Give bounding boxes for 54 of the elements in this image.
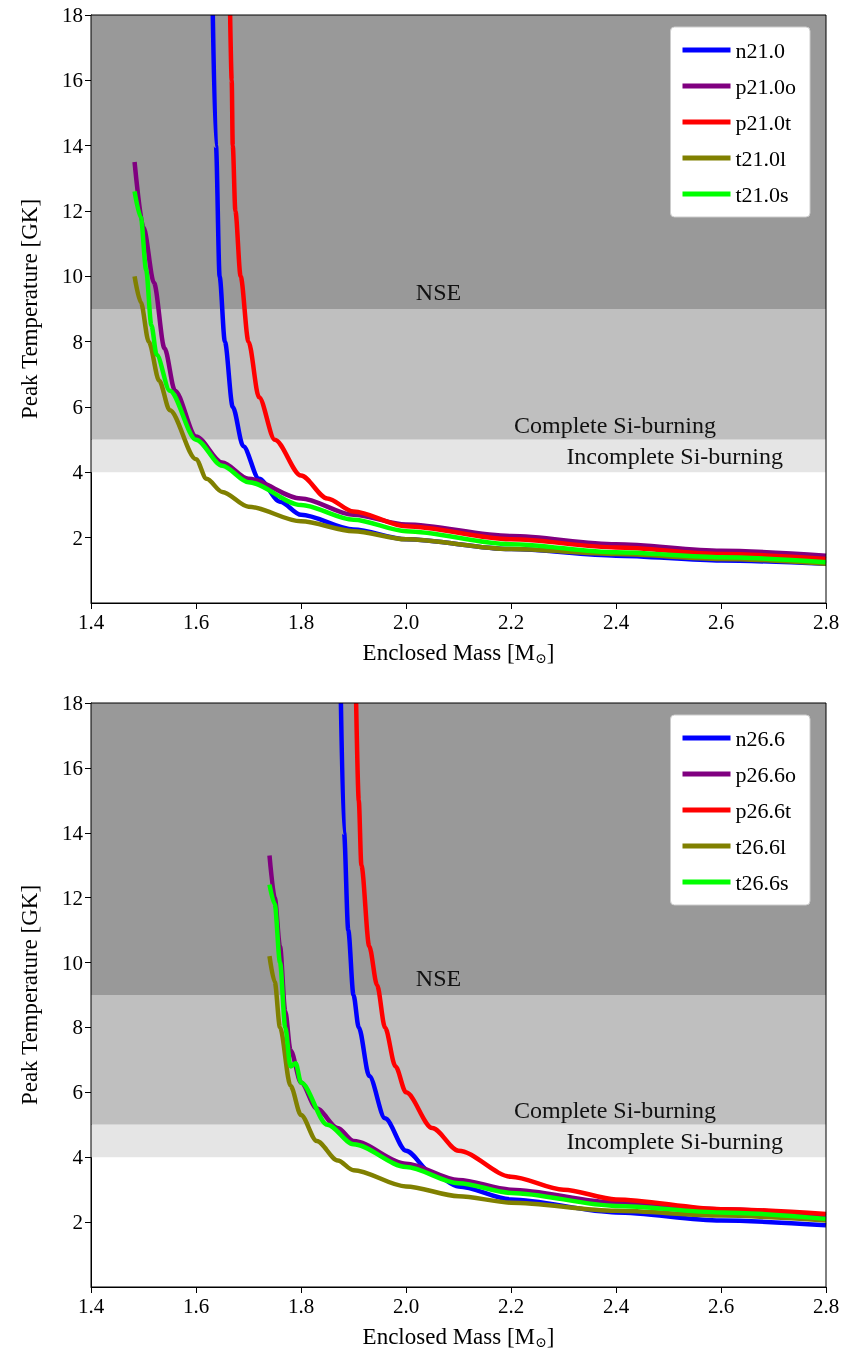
x-tick-label: 2.6 bbox=[707, 1293, 735, 1318]
x-tick-label: 2.6 bbox=[707, 609, 735, 634]
y-tick-label: 2 bbox=[72, 525, 83, 550]
x-tick-label: 2.0 bbox=[392, 1293, 420, 1318]
x-tick-label: 2.4 bbox=[602, 1293, 630, 1318]
x-tick-label: 1.4 bbox=[77, 609, 105, 634]
x-tick-label: 1.6 bbox=[182, 609, 210, 634]
legend-label: t21.0l bbox=[735, 145, 787, 171]
band-label: NSE bbox=[415, 279, 462, 305]
legend-label: n21.0 bbox=[735, 37, 785, 63]
x-axis-title: Enclosed Mass [M⊙] bbox=[362, 1323, 555, 1350]
y-axis-title: Peak Temperature [GK] bbox=[17, 884, 42, 1106]
legend-label: t26.6s bbox=[735, 869, 789, 895]
legend-label: t21.0s bbox=[735, 181, 789, 207]
y-tick-label: 12 bbox=[62, 885, 83, 910]
y-tick-label: 16 bbox=[62, 755, 83, 780]
legend-label: p26.6t bbox=[735, 797, 792, 823]
x-tick-label: 1.8 bbox=[287, 609, 315, 634]
band-label: Complete Si-burning bbox=[514, 411, 716, 438]
y-tick-label: 14 bbox=[62, 133, 84, 158]
y-tick-label: 6 bbox=[72, 395, 83, 419]
legend-label: t26.6l bbox=[735, 833, 787, 859]
legend-label: n26.6 bbox=[735, 725, 785, 751]
y-tick-label: 14 bbox=[62, 820, 84, 845]
legend-label: p26.6o bbox=[735, 761, 796, 787]
y-axis-title: Peak Temperature [GK] bbox=[17, 198, 42, 420]
x-tick-label: 2.0 bbox=[392, 609, 420, 634]
x-tick-label: 1.6 bbox=[182, 1293, 210, 1318]
band-label: Incomplete Si-burning bbox=[566, 1128, 783, 1154]
y-tick-label: 4 bbox=[72, 1145, 84, 1170]
y-tick-label: 4 bbox=[72, 460, 84, 485]
y-tick-label: 12 bbox=[62, 199, 83, 223]
x-tick-label: 2.8 bbox=[812, 609, 840, 634]
y-tick-label: 6 bbox=[72, 1080, 83, 1105]
band-label: Incomplete Si-burning bbox=[566, 443, 783, 469]
y-tick-label: 2 bbox=[72, 1210, 83, 1235]
x-axis-title: Enclosed Mass [M⊙] bbox=[362, 639, 555, 666]
x-tick-label: 2.8 bbox=[812, 1293, 840, 1318]
x-tick-label: 1.4 bbox=[77, 1293, 105, 1318]
y-tick-label: 18 bbox=[62, 691, 83, 715]
legend-label: p21.0t bbox=[735, 109, 792, 135]
band-label: Complete Si-burning bbox=[514, 1096, 716, 1123]
y-tick-label: 16 bbox=[62, 68, 83, 93]
y-tick-label: 18 bbox=[62, 3, 83, 27]
x-tick-label: 2.2 bbox=[497, 609, 525, 634]
legend-label: p21.0o bbox=[735, 73, 796, 99]
x-tick-label: 2.4 bbox=[602, 609, 630, 634]
y-tick-label: 8 bbox=[72, 1015, 83, 1040]
x-tick-label: 1.8 bbox=[287, 1293, 315, 1318]
y-tick-label: 8 bbox=[72, 329, 83, 354]
x-tick-label: 2.2 bbox=[497, 1293, 525, 1318]
band-label: NSE bbox=[415, 965, 462, 991]
y-tick-label: 10 bbox=[62, 264, 83, 289]
y-tick-label: 10 bbox=[62, 950, 83, 975]
